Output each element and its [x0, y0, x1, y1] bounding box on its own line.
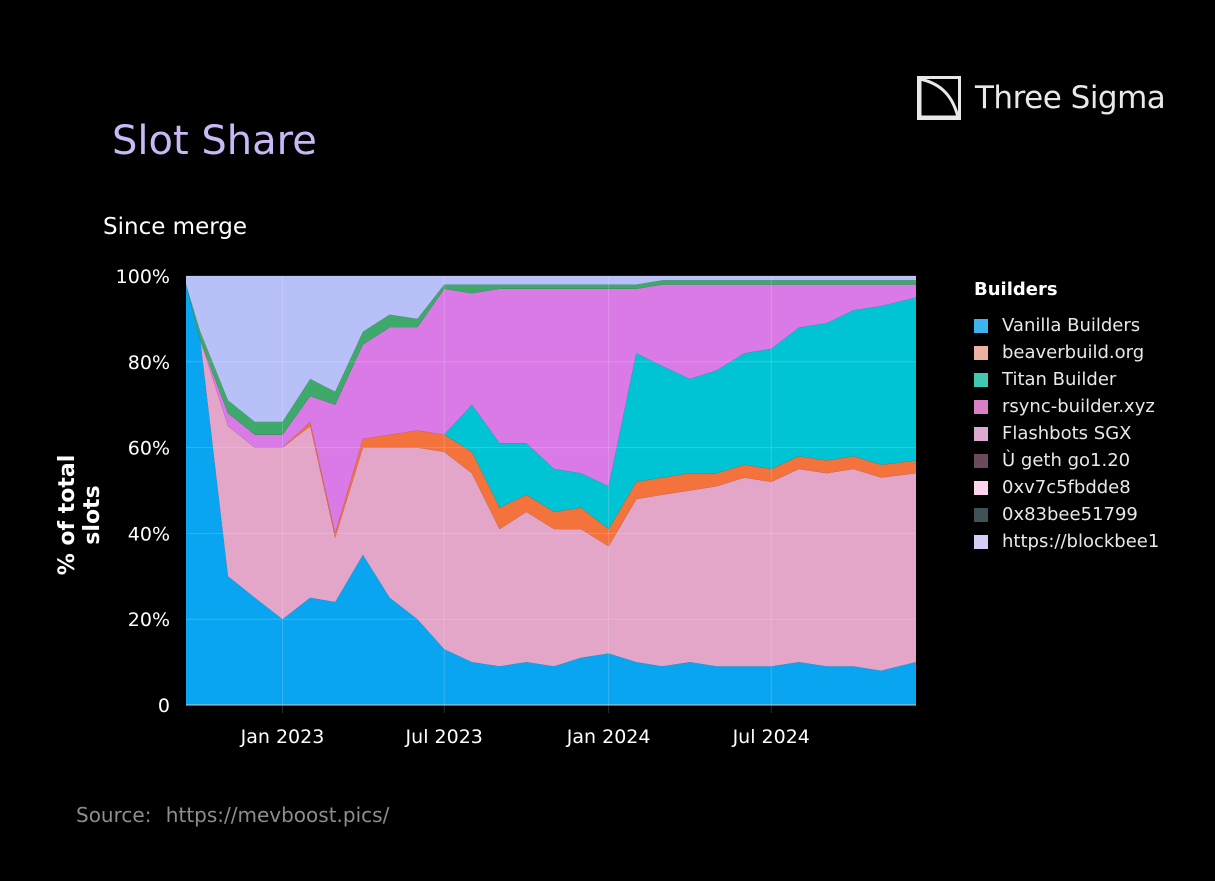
x-tick-label: Jul 2023	[405, 726, 483, 748]
legend-label: Titan Builder	[1002, 369, 1117, 390]
area-series	[186, 276, 916, 422]
source-link[interactable]: https://mevboost.pics/	[165, 803, 390, 827]
area-series	[186, 284, 916, 534]
chart-subtitle: Since merge	[103, 214, 248, 240]
legend-label: https://blockbee1	[1002, 531, 1160, 552]
legend-item[interactable]: rsync-builder.xyz	[974, 393, 1159, 420]
legend-swatch	[974, 480, 988, 495]
legend-label: 0xv7c5fbdde8	[1002, 477, 1131, 498]
source-note: Source: https://mevboost.pics/	[76, 803, 389, 827]
legend-item[interactable]: Flashbots SGX	[974, 420, 1159, 447]
legend-swatch	[974, 534, 988, 549]
page-title: Slot Share	[112, 118, 317, 164]
y-tick-label: 20%	[128, 609, 170, 631]
legend-item[interactable]: https://blockbee1	[974, 528, 1159, 555]
y-tick-label: 80%	[128, 352, 170, 374]
area-series	[186, 284, 916, 547]
legend-item[interactable]: beaverbuild.org	[974, 339, 1159, 366]
legend-item[interactable]: Ù geth go1.20	[974, 447, 1159, 474]
legend-swatch	[974, 399, 988, 414]
y-tick-label: 100%	[116, 266, 170, 288]
legend-item[interactable]: Titan Builder	[974, 366, 1159, 393]
legend-swatch	[974, 426, 988, 441]
legend-swatch	[974, 372, 988, 387]
legend-title: Builders	[974, 279, 1058, 300]
x-tick-label: Jul 2024	[732, 726, 810, 748]
legend-swatch	[974, 345, 988, 360]
y-tick-label: 60%	[128, 438, 170, 460]
legend-label: Flashbots SGX	[1002, 423, 1132, 444]
brand-name: Three Sigma	[975, 80, 1166, 116]
y-tick-label: 0	[158, 695, 170, 717]
legend-label: rsync-builder.xyz	[1002, 396, 1155, 417]
legend-swatch	[974, 318, 988, 333]
legend-swatch	[974, 507, 988, 522]
legend-label: beaverbuild.org	[1002, 342, 1145, 363]
three-sigma-logo-icon	[917, 76, 961, 120]
legend-label: Vanilla Builders	[1002, 315, 1141, 336]
source-label: Source:	[76, 803, 152, 827]
legend-label: Ù geth go1.20	[1002, 450, 1131, 471]
legend-item[interactable]: 0xv7c5fbdde8	[974, 474, 1159, 501]
legend-swatch	[974, 453, 988, 468]
legend-label: 0x83bee51799	[1002, 504, 1138, 525]
legend-item[interactable]: Vanilla Builders	[974, 312, 1159, 339]
area-series	[186, 284, 916, 671]
area-series	[186, 284, 916, 705]
brand-logo: Three Sigma	[917, 76, 1166, 120]
x-tick-label: Jan 2023	[240, 726, 325, 748]
x-tick-label: Jan 2024	[566, 726, 651, 748]
legend-item[interactable]: 0x83bee51799	[974, 501, 1159, 528]
y-tick-label: 40%	[128, 523, 170, 545]
area-series	[186, 284, 916, 534]
legend: Builders Vanilla Builders beaverbuild.org…	[974, 279, 1159, 555]
y-axis-label: % of total slots	[55, 454, 105, 576]
